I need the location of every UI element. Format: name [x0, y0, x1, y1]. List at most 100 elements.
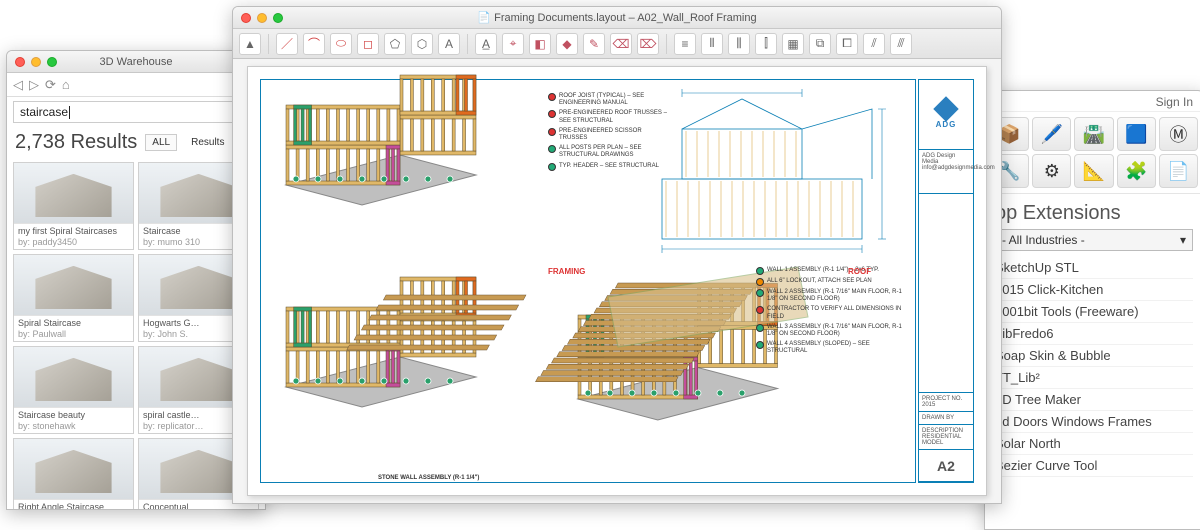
nav-reload-icon[interactable]: ⟳ [45, 77, 56, 93]
callout-dot-icon [756, 289, 764, 297]
warehouse-titlebar[interactable]: 3D Warehouse [7, 51, 265, 73]
extension-tool-icon[interactable]: 🧩 [1117, 154, 1156, 188]
extension-list-item[interactable]: Solar North [995, 433, 1193, 455]
layout-tool-button[interactable]: ⧠ [836, 33, 858, 55]
elevation-view [642, 89, 902, 259]
layout-tool-button[interactable]: ◆ [556, 33, 578, 55]
extensions-window: Sign In 📦🖊️🛣️🟦Ⓜ🔧⚙📐🧩📄 op Extensions - All… [984, 90, 1200, 530]
extensions-heading: op Extensions [985, 194, 1200, 229]
sheet-number: A2 [919, 450, 973, 482]
extension-list-item[interactable]: LibFredo6 [995, 323, 1193, 345]
firm-name: ADG Design Media [922, 153, 970, 165]
layout-tool-button[interactable]: ⫴ [701, 33, 723, 55]
callout-note: ROOF JOIST (TYPICAL) – SEE ENGINEERING M… [548, 93, 668, 107]
layout-tool-button[interactable]: ⫽ [863, 33, 885, 55]
layout-tool-button[interactable]: ◧ [529, 33, 551, 55]
layout-tool-button[interactable]: ⌖ [502, 33, 524, 55]
traffic-lights[interactable] [241, 13, 283, 23]
callout-dot-icon [756, 306, 764, 314]
callout-text: CONTRACTOR TO VERIFY ALL DIMENSIONS IN F… [767, 306, 906, 320]
extensions-toolbar: 📦🖊️🛣️🟦Ⓜ🔧⚙📐🧩📄 [985, 112, 1200, 194]
callout-text: ALL 6" LOCKOUT, ATTACH SEE PLAN [767, 278, 872, 285]
layout-tool-button[interactable]: ⬠ [384, 33, 406, 55]
extension-tool-icon[interactable]: 🛣️ [1074, 117, 1113, 151]
result-thumbnail [14, 255, 133, 315]
extension-tool-icon[interactable]: 📄 [1159, 154, 1198, 188]
layout-tool-button[interactable]: ⬭ [330, 33, 352, 55]
result-author: by: paddy3450 [18, 237, 129, 247]
layout-tool-button[interactable]: ⫿ [755, 33, 777, 55]
warehouse-result-card[interactable]: Staircase beauty by: stonehawk [13, 346, 134, 434]
extension-tool-icon[interactable]: 🖊️ [1032, 117, 1071, 151]
extension-tool-icon[interactable]: Ⓜ [1159, 117, 1198, 151]
search-value: staircase [20, 105, 68, 119]
minimize-icon[interactable] [257, 13, 267, 23]
layout-tool-button[interactable]: ⫼ [728, 33, 750, 55]
callout-text: ALL POSTS PER PLAN – SEE STRUCTURAL DRAW… [559, 145, 668, 159]
close-icon[interactable] [241, 13, 251, 23]
title-block: ADG ADG Design Media info@adgdesignmedia… [918, 79, 974, 483]
warehouse-result-card[interactable]: my first Spiral Staircases by: paddy3450 [13, 162, 134, 250]
extension-list-item[interactable]: 1001bit Tools (Freeware) [995, 301, 1193, 323]
extension-list-item[interactable]: 3D Tree Maker [995, 389, 1193, 411]
extension-tool-icon[interactable]: ⚙ [1032, 154, 1071, 188]
warehouse-window: 3D Warehouse ◁ ▷ ⟳ ⌂ staircase 2,738 Res… [6, 50, 266, 510]
text-cursor [69, 106, 70, 119]
layout-tool-button[interactable]: ⬡ [411, 33, 433, 55]
callout-note: PRE-ENGINEERED SCISSOR TRUSSES [548, 128, 668, 142]
nav-back-icon[interactable]: ◁ [13, 77, 23, 93]
layout-tool-button[interactable]: ▲ [239, 33, 261, 55]
close-icon[interactable] [15, 57, 25, 67]
nav-home-icon[interactable]: ⌂ [62, 77, 70, 92]
result-title: my first Spiral Staircases [18, 226, 129, 236]
filter-all-button[interactable]: ALL [145, 134, 177, 151]
callout-dot-icon [548, 145, 556, 153]
callout-dot-icon [548, 93, 556, 101]
traffic-lights[interactable] [15, 57, 57, 67]
results-count: 2,738 Results [15, 131, 137, 154]
layout-tool-button[interactable]: ⌫ [610, 33, 632, 55]
iso-view-upper [266, 85, 536, 265]
result-thumbnail [14, 347, 133, 407]
title-block-logo: ADG [919, 80, 973, 150]
nav-fwd-icon[interactable]: ▷ [29, 77, 39, 93]
layout-tool-button[interactable]: ≡ [674, 33, 696, 55]
extension-list-item[interactable]: 2015 Click-Kitchen [995, 279, 1193, 301]
layout-tool-button[interactable]: A [438, 33, 460, 55]
logo-icon [933, 96, 958, 121]
zoom-icon[interactable] [47, 57, 57, 67]
layout-tool-button[interactable]: ⧉ [809, 33, 831, 55]
extension-list-item[interactable]: Soap Skin & Bubble [995, 345, 1193, 367]
extension-list-item[interactable]: Bezier Curve Tool [995, 455, 1193, 477]
warehouse-results-header: 2,738 Results ALL Results [7, 127, 265, 162]
zoom-icon[interactable] [273, 13, 283, 23]
layout-tool-button[interactable]: ⫻ [890, 33, 912, 55]
layout-tool-button[interactable]: ／ [276, 33, 298, 55]
layout-tool-button[interactable]: ▦ [782, 33, 804, 55]
extension-list-item[interactable]: SketchUp STL [995, 257, 1193, 279]
callout-dot-icon [756, 278, 764, 286]
extension-list-item[interactable]: 3d Doors Windows Frames [995, 411, 1193, 433]
iso-view-lower-left [266, 287, 536, 467]
warehouse-search-input[interactable]: staircase [13, 101, 259, 123]
project-no-value: 2015 [922, 402, 970, 408]
layout-titlebar[interactable]: 📄 Framing Documents.layout – A02_Wall_Ro… [233, 7, 1001, 29]
warehouse-nav: ◁ ▷ ⟳ ⌂ [7, 73, 265, 97]
industries-select-label: - All Industries - [1002, 233, 1085, 247]
callouts-right: WALL 1 ASSEMBLY (R-1 1/4") – 2x6 TYP.ALL… [756, 267, 906, 359]
signin-link[interactable]: Sign In [985, 91, 1200, 112]
layout-canvas[interactable]: ROOF JOIST (TYPICAL) – SEE ENGINEERING M… [233, 59, 1001, 503]
layout-tool-button[interactable]: ⌒ [303, 33, 325, 55]
warehouse-result-card[interactable]: Spiral Staircase by: Paulwall [13, 254, 134, 342]
layout-tool-button[interactable]: ⌦ [637, 33, 659, 55]
warehouse-result-card[interactable]: Right Angle Staircase by: John F. [13, 438, 134, 510]
callout-note: ALL POSTS PER PLAN – SEE STRUCTURAL DRAW… [548, 145, 668, 159]
minimize-icon[interactable] [31, 57, 41, 67]
extension-list-item[interactable]: TT_Lib² [995, 367, 1193, 389]
layout-tool-button[interactable]: ◻ [357, 33, 379, 55]
extension-tool-icon[interactable]: 📐 [1074, 154, 1113, 188]
layout-tool-button[interactable]: A̲ [475, 33, 497, 55]
layout-tool-button[interactable]: ✎ [583, 33, 605, 55]
extension-tool-icon[interactable]: 🟦 [1117, 117, 1156, 151]
industries-select[interactable]: - All Industries - ▾ [995, 229, 1193, 251]
